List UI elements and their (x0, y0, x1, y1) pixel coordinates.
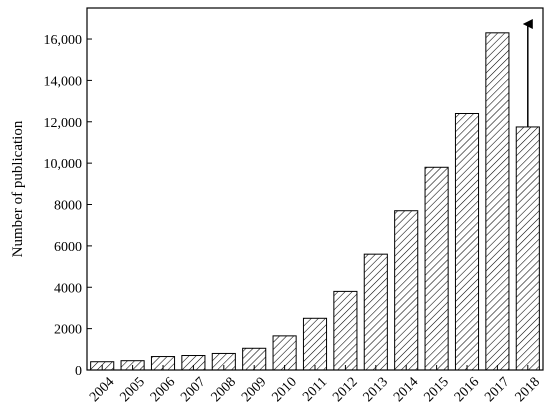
x-tick-label: 2013 (361, 375, 391, 405)
plot-frame (86, 7, 544, 371)
x-tick-label: 2005 (117, 375, 147, 405)
bars (90, 32, 540, 371)
x-tick-label: 2018 (513, 375, 543, 405)
x-tick-label: 2017 (482, 375, 512, 405)
y-tick-label: 6000 (54, 240, 82, 255)
bar-2006 (150, 356, 176, 371)
x-tick-label: 2007 (178, 375, 208, 405)
y-axis: 0 2000 4000 6000 8000 10,000 12,000 14,000 16,00… (44, 33, 92, 379)
x-tick-label: 2004 (87, 375, 117, 405)
bar-2011 (302, 317, 328, 371)
x-tick-label: 2011 (300, 375, 330, 405)
x-tick-label: 2008 (209, 375, 239, 405)
bar-2013 (363, 253, 388, 371)
bar-2018 (515, 126, 540, 371)
y-tick-label: 16,000 (44, 33, 83, 48)
bar-2005 (120, 360, 145, 371)
y-tick-label: 4000 (54, 281, 82, 296)
bar-2004 (90, 361, 115, 371)
y-tick-label: 0 (75, 364, 82, 379)
bar-2008 (211, 352, 236, 371)
y-tick-label: 8000 (54, 199, 82, 214)
x-tick-label: 2016 (452, 375, 482, 405)
bar-2010 (272, 335, 297, 371)
x-tick-label: 2010 (269, 375, 299, 405)
bar-2012 (333, 290, 358, 371)
y-tick-label: 14,000 (44, 74, 83, 89)
y-tick-label: 10,000 (44, 157, 83, 172)
bar-2015 (424, 166, 449, 371)
bar-2014 (394, 210, 419, 371)
x-tick-label: 2006 (148, 375, 178, 405)
y-tick-label: 12,000 (44, 116, 83, 131)
x-tick-label: 2012 (330, 375, 360, 405)
y-tick-label: 2000 (54, 323, 82, 338)
x-tick-label: 2014 (391, 375, 421, 405)
x-tick-label: 2009 (239, 375, 269, 405)
bar-2016 (454, 112, 480, 371)
bar-2009 (242, 347, 267, 371)
bar-2007 (181, 355, 206, 371)
y-axis-label: Number of publication (10, 120, 26, 257)
x-tick-label: 2015 (421, 375, 451, 405)
bar-2017 (485, 32, 510, 371)
x-axis: 2004 2005 2006 2007 2008 2009 2010 2011 2012 2013… (87, 365, 543, 405)
